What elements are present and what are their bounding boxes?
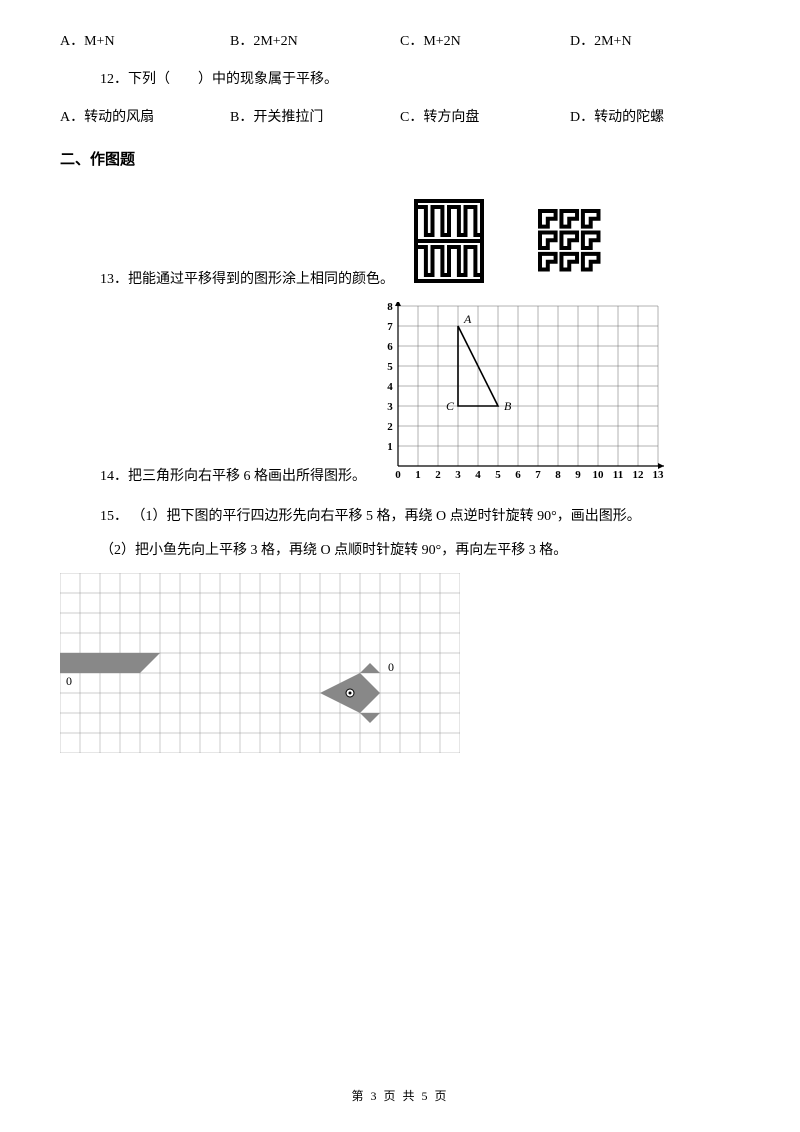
maze-pattern-2: [534, 205, 612, 288]
q14-text: 14．把三角形向右平移 6 格画出所得图形。: [100, 465, 366, 485]
svg-text:4: 4: [475, 469, 481, 480]
svg-text:5: 5: [495, 469, 501, 480]
svg-text:3: 3: [455, 469, 461, 480]
svg-text:6: 6: [387, 341, 393, 353]
svg-text:9: 9: [575, 469, 581, 480]
svg-text:12: 12: [633, 469, 645, 480]
svg-text:8: 8: [555, 469, 561, 480]
svg-text:6: 6: [515, 469, 521, 480]
q15-line1: 15． （1）把下图的平行四边形先向右平移 5 格，再绕 O 点逆时针旋转 90…: [100, 505, 740, 525]
q15-line2: （2）把小鱼先向上平移 3 格，再绕 O 点顺时针旋转 90°，再向左平移 3 …: [100, 539, 740, 559]
svg-text:5: 5: [387, 361, 393, 373]
svg-text:0: 0: [388, 660, 394, 674]
svg-text:3: 3: [387, 401, 393, 413]
maze-pattern-1: [414, 199, 484, 288]
q12-text: 12．下列（ ）中的现象属于平移。: [100, 68, 740, 88]
svg-text:8: 8: [387, 302, 393, 313]
svg-text:4: 4: [387, 381, 393, 393]
svg-text:0: 0: [66, 674, 72, 688]
q12-option-b: B．开关推拉门: [230, 106, 400, 126]
q13-row: 13．把能通过平移得到的图形涂上相同的颜色。: [100, 199, 740, 288]
svg-text:2: 2: [435, 469, 441, 480]
svg-text:7: 7: [387, 321, 393, 333]
svg-text:B: B: [504, 399, 512, 413]
q11-option-c: C．M+2N: [400, 30, 570, 50]
q11-option-d: D．2M+N: [570, 30, 740, 50]
q12-option-a: A．转动的风扇: [60, 106, 230, 126]
q11-options-row: A．M+N B．2M+2N C．M+2N D．2M+N: [60, 30, 740, 50]
svg-text:1: 1: [387, 441, 393, 453]
svg-text:C: C: [446, 399, 455, 413]
svg-text:10: 10: [593, 469, 605, 480]
q15-grid: 00: [60, 573, 740, 758]
section2-heading: 二、作图题: [60, 148, 740, 169]
svg-text:1: 1: [415, 469, 421, 480]
q12-options-row: A．转动的风扇 B．开关推拉门 C．转方向盘 D．转动的陀螺: [60, 106, 740, 126]
page-footer: 第 3 页 共 5 页: [0, 1087, 800, 1104]
svg-text:13: 13: [653, 469, 665, 480]
svg-text:7: 7: [535, 469, 541, 480]
svg-text:2: 2: [387, 421, 393, 433]
q12-option-c: C．转方向盘: [400, 106, 570, 126]
q13-text: 13．把能通过平移得到的图形涂上相同的颜色。: [100, 268, 394, 288]
svg-text:A: A: [463, 312, 472, 326]
q11-option-a: A．M+N: [60, 30, 230, 50]
svg-text:0: 0: [395, 469, 401, 480]
q14-row: 14．把三角形向右平移 6 格画出所得图形。 01234567891011121…: [100, 302, 740, 485]
grid-chart: 01234567891011121312345678ABC: [378, 302, 678, 485]
svg-text:11: 11: [613, 469, 623, 480]
q12-option-d: D．转动的陀螺: [570, 106, 740, 126]
q11-option-b: B．2M+2N: [230, 30, 400, 50]
